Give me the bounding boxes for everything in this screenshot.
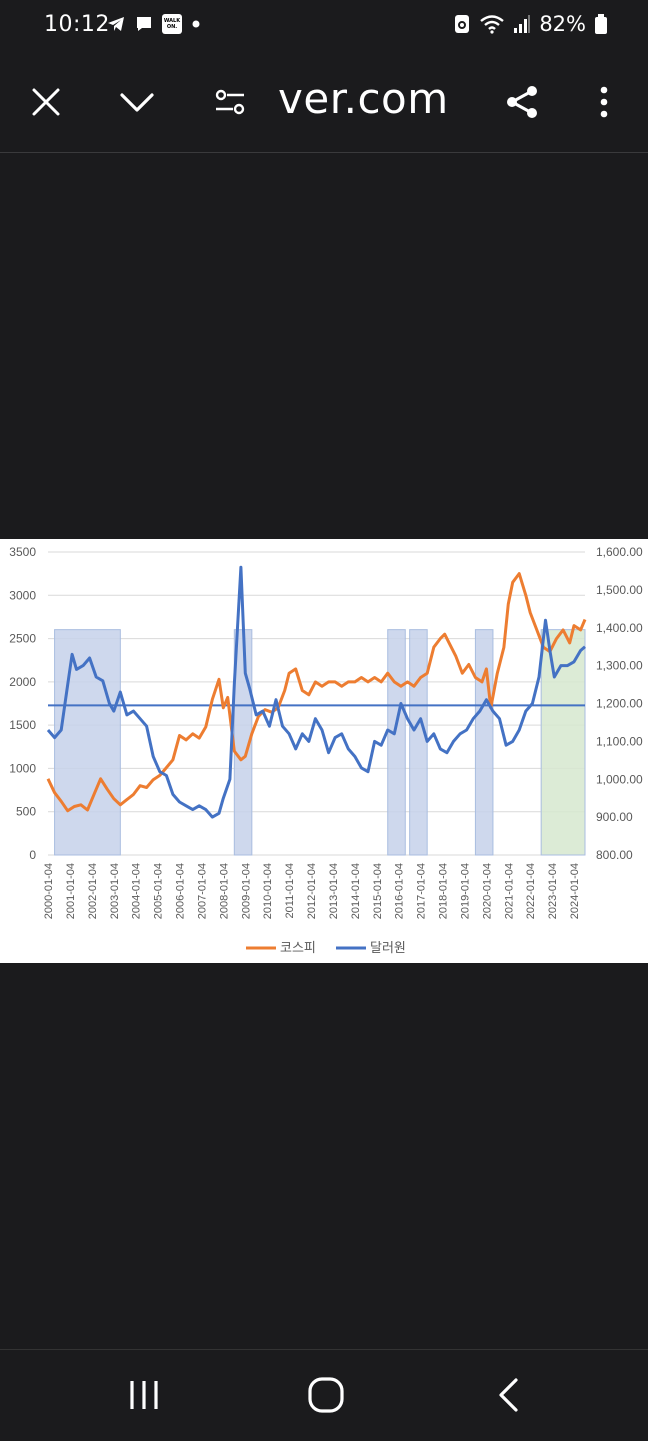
shaded-region bbox=[54, 629, 121, 856]
x-tick-label: 2015-01-04 bbox=[372, 863, 384, 919]
share-button[interactable] bbox=[498, 78, 546, 126]
tune-icon bbox=[215, 89, 245, 115]
recent-apps-button[interactable] bbox=[114, 1370, 174, 1420]
y-right-tick-label: 1,500.00 bbox=[596, 583, 643, 597]
y-left-tick-label: 1500 bbox=[9, 718, 36, 732]
share-icon bbox=[507, 86, 537, 118]
signal-icon bbox=[514, 15, 531, 33]
x-tick-label: 2008-01-04 bbox=[218, 863, 230, 919]
shaded-region bbox=[474, 629, 494, 856]
message-icon bbox=[137, 17, 151, 31]
x-tick-label: 2014-01-04 bbox=[350, 863, 362, 919]
back-icon bbox=[499, 1378, 518, 1412]
x-tick-label: 2005-01-04 bbox=[153, 863, 165, 919]
notification-icons: WALK ON. bbox=[106, 14, 202, 34]
chevron-down-icon bbox=[120, 93, 154, 112]
x-tick-label: 2013-01-04 bbox=[328, 863, 340, 919]
chart-image[interactable]: 0 500 1000 1500 2000 2500 3000 3500 800.00 900.00… bbox=[0, 539, 648, 963]
x-tick-label: 2017-01-04 bbox=[416, 863, 428, 919]
legend-label: 코스피 bbox=[280, 941, 316, 956]
y-left-tick-label: 500 bbox=[16, 805, 36, 819]
y-left-tick-label: 2000 bbox=[9, 675, 36, 689]
x-tick-label: 2002-01-04 bbox=[87, 863, 99, 919]
page-settings-button[interactable] bbox=[206, 78, 254, 126]
shaded-region bbox=[540, 629, 586, 856]
status-bar: 10:12 WALK ON. 82% bbox=[0, 0, 648, 52]
status-time: 10:12 bbox=[44, 12, 110, 37]
y-right-tick-label: 1,300.00 bbox=[596, 659, 643, 673]
telegram-icon bbox=[108, 17, 124, 31]
x-tick-label: 2004-01-04 bbox=[131, 863, 143, 919]
x-tick-label: 2019-01-04 bbox=[459, 863, 471, 919]
y-left-tick-label: 2500 bbox=[9, 632, 36, 646]
y-left-tick-label: 3000 bbox=[9, 588, 36, 602]
home-button[interactable] bbox=[296, 1370, 356, 1420]
y-right-tick-label: 1,400.00 bbox=[596, 621, 643, 635]
back-button[interactable] bbox=[478, 1370, 538, 1420]
battery-percent: 82% bbox=[539, 12, 586, 36]
x-tick-label: 2001-01-04 bbox=[65, 863, 77, 919]
x-tick-label: 2010-01-04 bbox=[262, 863, 274, 919]
battery-icon bbox=[595, 14, 607, 34]
more-options-button[interactable] bbox=[580, 78, 628, 126]
x-tick-label: 2018-01-04 bbox=[438, 863, 450, 919]
x-tick-label: 2011-01-04 bbox=[284, 863, 296, 918]
close-button[interactable] bbox=[22, 78, 70, 126]
legend-label: 달러원 bbox=[370, 941, 406, 956]
x-tick-label: 2007-01-04 bbox=[196, 863, 208, 919]
walk-on-icon: WALK ON. bbox=[162, 14, 182, 34]
chart-svg: 0 500 1000 1500 2000 2500 3000 3500 800.00 900.00… bbox=[9, 545, 643, 956]
x-tick-label: 2020-01-04 bbox=[481, 863, 493, 919]
x-tick-label: 2009-01-04 bbox=[240, 863, 252, 919]
close-icon bbox=[32, 88, 60, 116]
x-tick-label: 2022-01-04 bbox=[525, 863, 537, 919]
x-tick-label: 2023-01-04 bbox=[547, 863, 559, 919]
minimize-button[interactable] bbox=[113, 78, 161, 126]
more-vertical-icon bbox=[600, 86, 608, 118]
x-tick-label: 2016-01-04 bbox=[394, 863, 406, 919]
y-left-tick-label: 3500 bbox=[9, 545, 36, 559]
recent-apps-icon bbox=[130, 1381, 158, 1409]
shaded-region bbox=[387, 629, 406, 856]
x-tick-label: 2000-01-04 bbox=[43, 863, 55, 919]
series-line bbox=[46, 565, 586, 819]
home-icon bbox=[308, 1377, 344, 1413]
browser-toolbar: ver.com bbox=[0, 52, 648, 153]
x-tick-label: 2006-01-04 bbox=[175, 863, 187, 919]
y-right-tick-label: 800.00 bbox=[596, 848, 633, 862]
y-right-tick-label: 1,200.00 bbox=[596, 697, 643, 711]
navigation-bar bbox=[0, 1349, 648, 1441]
status-right: 82% bbox=[453, 12, 608, 36]
x-tick-label: 2024-01-04 bbox=[569, 863, 581, 919]
series-line bbox=[46, 572, 587, 813]
y-left-tick-label: 1000 bbox=[9, 761, 36, 775]
y-right-tick-label: 900.00 bbox=[596, 810, 633, 824]
recycle-icon bbox=[455, 15, 470, 33]
wifi-icon bbox=[480, 15, 505, 34]
y-left-tick-label: 0 bbox=[29, 848, 36, 862]
x-tick-label: 2021-01-04 bbox=[503, 863, 515, 919]
y-right-tick-label: 1,100.00 bbox=[596, 734, 643, 748]
y-right-tick-label: 1,000.00 bbox=[596, 772, 643, 786]
shaded-region bbox=[409, 629, 428, 856]
x-tick-label: 2003-01-04 bbox=[109, 863, 121, 919]
url-text[interactable]: ver.com bbox=[278, 74, 449, 123]
x-tick-label: 2012-01-04 bbox=[306, 863, 318, 919]
y-right-tick-label: 1,600.00 bbox=[596, 545, 643, 559]
dot-icon bbox=[192, 20, 200, 28]
